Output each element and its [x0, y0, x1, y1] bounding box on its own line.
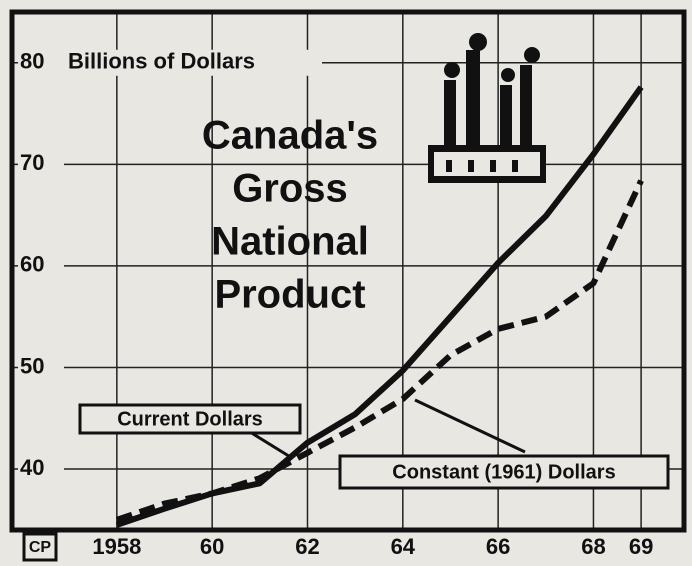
y-tick-label: 40: [20, 455, 44, 480]
x-tick-label: 60: [200, 534, 224, 559]
x-tick-label: 66: [486, 534, 510, 559]
y-tick-label: 50: [20, 353, 44, 378]
title-line: Gross: [232, 167, 348, 211]
x-tick-label: 69: [629, 534, 653, 559]
title-line: Product: [214, 273, 365, 317]
x-tick-label: 1958: [92, 534, 141, 559]
x-tick-label: 64: [391, 534, 416, 559]
title-line: Canada's: [202, 114, 378, 158]
title-line: National: [211, 220, 369, 264]
chart: Canada's Gross National Product CP 1958 60 62…: [0, 0, 692, 566]
y-axis-label: Billions of Dollars: [68, 49, 255, 74]
legend-label: Constant (1961) Dollars: [392, 461, 615, 483]
y-tick-label: 70: [20, 150, 44, 175]
x-tick-label: 68: [581, 534, 605, 559]
x-tick-label: 62: [295, 534, 319, 559]
y-tick-label: 80: [20, 49, 44, 74]
y-tick-label: 60: [20, 252, 44, 277]
source-logo: CP: [24, 534, 56, 560]
logo-text: CP: [29, 539, 52, 556]
legend-label: Current Dollars: [117, 408, 263, 430]
